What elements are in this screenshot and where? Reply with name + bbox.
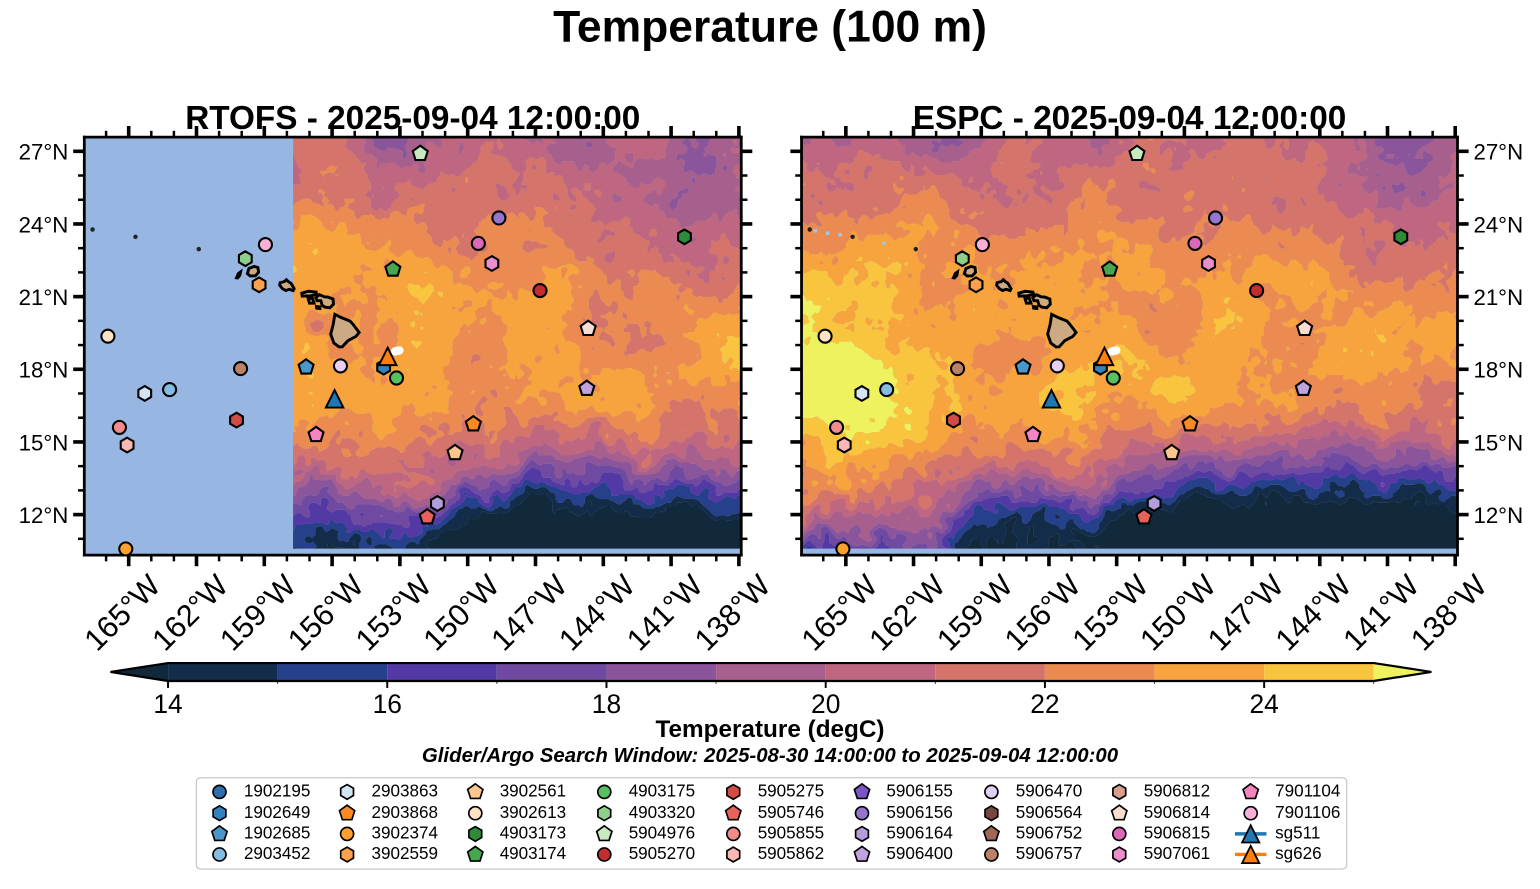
svg-text:12°N: 12°N [1473,503,1523,528]
svg-text:5906155: 5906155 [886,782,953,801]
svg-text:5906812: 5906812 [1144,782,1211,801]
svg-text:5905746: 5905746 [758,803,825,822]
svg-text:15°N: 15°N [1473,430,1523,455]
svg-text:16: 16 [373,689,402,719]
svg-text:5904976: 5904976 [629,824,696,843]
svg-text:2903452: 2903452 [244,844,311,863]
svg-text:1902195: 1902195 [244,782,311,801]
svg-text:24°N: 24°N [19,212,69,237]
svg-text:5905855: 5905855 [758,824,825,843]
svg-text:Temperature (100 m): Temperature (100 m) [553,3,987,52]
svg-text:ESPC - 2025-09-04 12:00:00: ESPC - 2025-09-04 12:00:00 [913,100,1347,137]
svg-text:4903320: 4903320 [629,803,696,822]
svg-text:2903863: 2903863 [372,782,439,801]
svg-text:3902559: 3902559 [372,844,439,863]
svg-text:24: 24 [1249,689,1278,719]
svg-text:5906757: 5906757 [1016,844,1083,863]
svg-text:1902649: 1902649 [244,803,311,822]
svg-text:4903175: 4903175 [629,782,696,801]
svg-text:sg626: sg626 [1275,844,1322,863]
svg-text:Glider/Argo Search Window: 202: Glider/Argo Search Window: 2025-08-30 14… [422,745,1119,767]
svg-text:24°N: 24°N [1473,212,1523,237]
svg-text:3902374: 3902374 [372,824,439,843]
svg-text:1902685: 1902685 [244,824,311,843]
svg-text:4903173: 4903173 [500,824,566,843]
svg-text:12°N: 12°N [19,503,69,528]
svg-text:5905270: 5905270 [629,844,696,863]
svg-text:5906156: 5906156 [886,803,953,822]
svg-text:15°N: 15°N [19,430,69,455]
svg-text:22: 22 [1030,689,1059,719]
svg-text:5906815: 5906815 [1144,824,1211,843]
svg-text:5907061: 5907061 [1144,844,1211,863]
svg-text:18°N: 18°N [1473,358,1523,383]
svg-text:4903174: 4903174 [500,844,566,863]
svg-text:5906814: 5906814 [1144,803,1211,822]
svg-text:3902613: 3902613 [500,803,566,822]
svg-text:3902561: 3902561 [500,782,566,801]
svg-text:5906164: 5906164 [886,824,953,843]
svg-text:18: 18 [592,689,621,719]
svg-text:2903868: 2903868 [372,803,439,822]
svg-text:27°N: 27°N [1473,140,1523,165]
svg-text:5906470: 5906470 [1016,782,1083,801]
svg-text:7901106: 7901106 [1275,803,1340,822]
svg-text:27°N: 27°N [19,140,69,165]
svg-text:5905275: 5905275 [758,782,825,801]
svg-text:Temperature (degC): Temperature (degC) [655,716,884,743]
svg-text:14: 14 [153,689,182,719]
svg-text:21°N: 21°N [19,285,69,310]
svg-text:RTOFS - 2025-09-04 12:00:00: RTOFS - 2025-09-04 12:00:00 [185,100,640,137]
svg-text:21°N: 21°N [1473,285,1523,310]
svg-text:20: 20 [811,689,840,719]
svg-text:5906400: 5906400 [886,844,953,863]
svg-text:5906564: 5906564 [1016,803,1083,822]
svg-text:sg511: sg511 [1275,824,1320,843]
svg-text:7901104: 7901104 [1275,782,1340,801]
svg-text:5905862: 5905862 [758,844,825,863]
svg-text:18°N: 18°N [19,358,69,383]
svg-text:5906752: 5906752 [1016,824,1083,843]
